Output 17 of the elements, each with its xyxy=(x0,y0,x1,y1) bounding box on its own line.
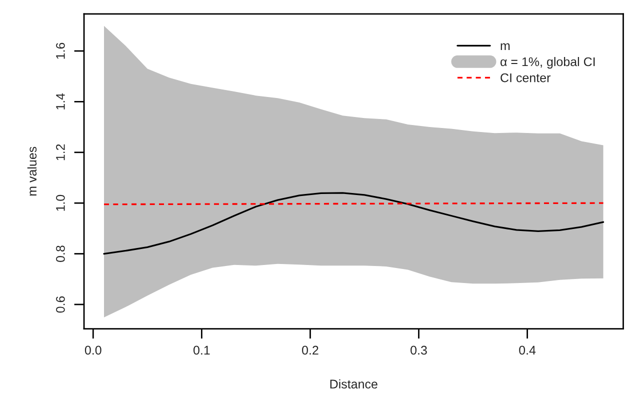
y-axis-title: m values xyxy=(27,146,37,196)
legend-label: α = 1%, global CI xyxy=(500,56,595,69)
x-tick-label: 0.4 xyxy=(519,346,536,355)
legend-label: m xyxy=(500,43,510,50)
y-tick-label: 1.2 xyxy=(56,144,65,160)
x-tick-label: 0.3 xyxy=(410,346,427,355)
y-tick-label: 1.6 xyxy=(56,42,65,59)
line-series xyxy=(103,192,604,255)
x-tick-label: 0.0 xyxy=(84,346,102,355)
x-tick-label: 0.1 xyxy=(193,346,210,355)
legend-label: CI center xyxy=(500,73,550,82)
x-tick-label: 0.2 xyxy=(302,346,318,355)
y-tick-label: 1.4 xyxy=(56,93,65,110)
y-tick-label: 0.6 xyxy=(56,296,65,313)
y-tick-label: 1.0 xyxy=(56,194,65,211)
y-tick-label: 0.8 xyxy=(56,246,65,262)
x-axis-title: Distance xyxy=(330,379,378,389)
